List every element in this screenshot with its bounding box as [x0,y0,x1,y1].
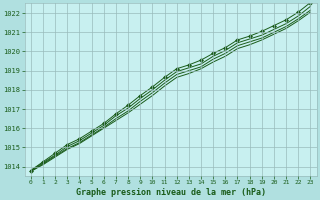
X-axis label: Graphe pression niveau de la mer (hPa): Graphe pression niveau de la mer (hPa) [76,188,266,197]
